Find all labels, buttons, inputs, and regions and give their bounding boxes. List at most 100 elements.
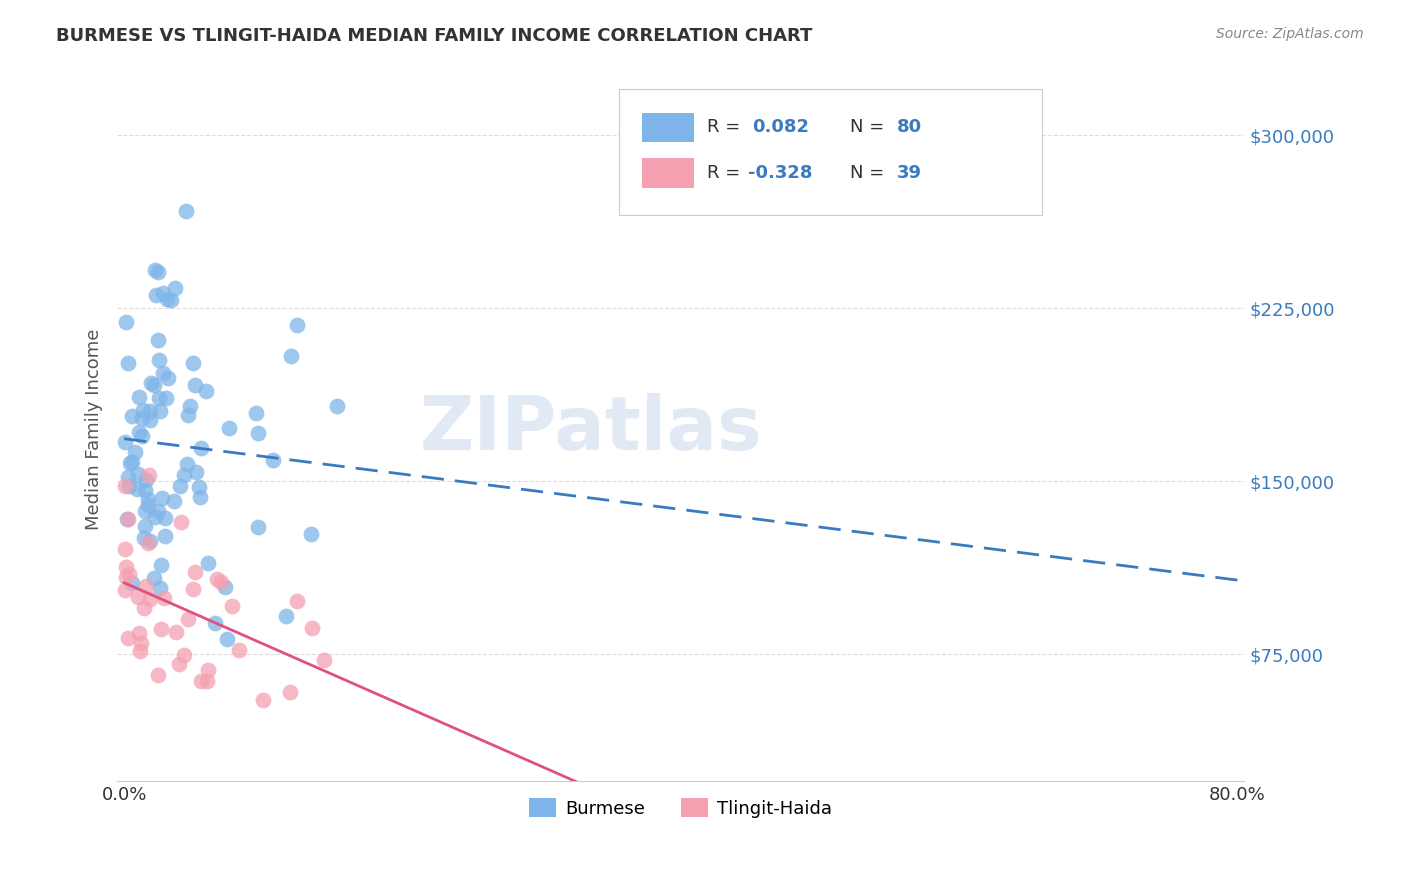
Point — [114, 583, 136, 598]
Point — [124, 444, 146, 458]
Point — [197, 556, 219, 570]
Point — [149, 622, 172, 636]
Text: N =: N = — [849, 164, 890, 182]
Point — [214, 580, 236, 594]
Point — [115, 559, 138, 574]
FancyBboxPatch shape — [643, 112, 695, 142]
Point — [138, 467, 160, 482]
Point — [128, 390, 150, 404]
Point — [280, 350, 302, 364]
Legend: Burmese, Tlingit-Haida: Burmese, Tlingit-Haida — [522, 791, 839, 825]
Point — [173, 467, 195, 482]
Point — [207, 572, 229, 586]
Point — [148, 352, 170, 367]
Text: R =: R = — [707, 164, 745, 182]
Point — [176, 612, 198, 626]
Point — [194, 384, 217, 398]
Point — [173, 648, 195, 663]
Point — [190, 441, 212, 455]
Text: BURMESE VS TLINGIT-HAIDA MEDIAN FAMILY INCOME CORRELATION CHART: BURMESE VS TLINGIT-HAIDA MEDIAN FAMILY I… — [56, 27, 813, 45]
Y-axis label: Median Family Income: Median Family Income — [86, 328, 103, 530]
Text: N =: N = — [849, 119, 890, 136]
Point — [184, 566, 207, 580]
Point — [314, 652, 336, 666]
Point — [301, 621, 323, 635]
Text: 39: 39 — [897, 164, 922, 182]
Point — [163, 493, 186, 508]
Point — [114, 314, 136, 328]
Point — [155, 391, 177, 405]
Point — [149, 581, 172, 595]
Point — [184, 465, 207, 479]
Point — [184, 377, 207, 392]
Point — [183, 582, 205, 596]
Point — [181, 356, 204, 370]
Point — [145, 288, 167, 302]
Point — [139, 376, 162, 391]
Point — [176, 458, 198, 472]
FancyBboxPatch shape — [619, 89, 1042, 215]
Point — [146, 668, 169, 682]
Point — [131, 411, 153, 425]
Point — [215, 632, 238, 647]
Point — [148, 334, 170, 348]
Point — [121, 455, 143, 469]
Point — [139, 413, 162, 427]
Point — [127, 590, 149, 604]
Point — [115, 512, 138, 526]
Point — [128, 425, 150, 439]
Point — [117, 567, 139, 582]
Text: R =: R = — [707, 119, 745, 136]
Point — [197, 663, 219, 677]
Point — [278, 685, 301, 699]
Point — [143, 510, 166, 524]
Point — [274, 609, 297, 624]
Point — [134, 483, 156, 497]
Point — [114, 479, 136, 493]
FancyBboxPatch shape — [643, 159, 695, 188]
Point — [117, 512, 139, 526]
Point — [121, 409, 143, 423]
Point — [218, 421, 240, 435]
Point — [117, 356, 139, 370]
Text: 0.082: 0.082 — [752, 119, 808, 136]
Point — [152, 366, 174, 380]
Text: 80: 80 — [897, 119, 922, 136]
Point — [132, 531, 155, 545]
Point — [188, 490, 211, 504]
Point — [155, 511, 177, 525]
Point — [142, 571, 165, 585]
Point — [136, 498, 159, 512]
Point — [195, 673, 218, 688]
Point — [121, 576, 143, 591]
Point — [165, 624, 187, 639]
Point — [221, 599, 243, 613]
Point — [143, 377, 166, 392]
Text: -0.328: -0.328 — [748, 164, 813, 182]
Point — [165, 281, 187, 295]
Point — [177, 408, 200, 422]
Point — [204, 616, 226, 631]
Text: ZIPatlas: ZIPatlas — [419, 392, 762, 466]
Point — [136, 536, 159, 550]
Point — [287, 594, 309, 608]
Point — [152, 286, 174, 301]
Point — [188, 480, 211, 494]
Point — [169, 479, 191, 493]
Point — [148, 392, 170, 406]
Point — [169, 657, 191, 672]
Point — [138, 491, 160, 506]
Point — [129, 635, 152, 649]
Point — [127, 467, 149, 481]
Point — [117, 632, 139, 646]
Point — [252, 693, 274, 707]
Point — [179, 400, 201, 414]
Point — [299, 526, 322, 541]
Point — [150, 558, 173, 573]
Point — [146, 265, 169, 279]
Point — [246, 520, 269, 534]
Point — [139, 533, 162, 548]
Point — [118, 456, 141, 470]
Text: Source: ZipAtlas.com: Source: ZipAtlas.com — [1216, 27, 1364, 41]
Point — [209, 574, 232, 589]
